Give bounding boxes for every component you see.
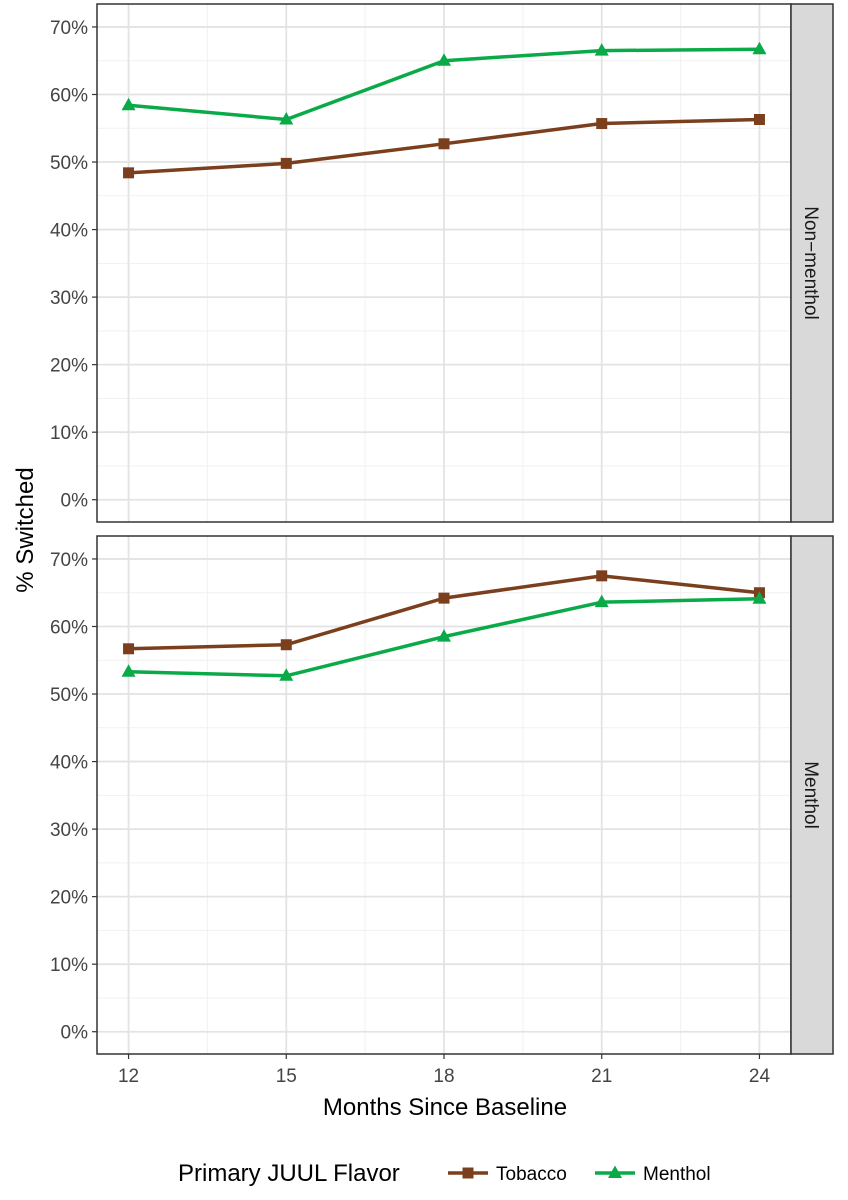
y-tick-label: 30% xyxy=(50,820,88,841)
data-point-tobacco xyxy=(123,643,135,655)
x-tick-label: 24 xyxy=(749,1066,771,1087)
data-point-tobacco xyxy=(753,113,765,125)
x-axis-title: Months Since Baseline xyxy=(323,1094,567,1121)
legend: Primary JUUL Flavor Tobacco Menthol xyxy=(178,1160,711,1187)
y-tick-label: 20% xyxy=(50,356,88,377)
legend-title: Primary JUUL Flavor xyxy=(178,1160,400,1187)
data-point-menthol xyxy=(121,97,136,111)
series-menthol xyxy=(121,591,767,681)
facet-strip-label: Non−menthol xyxy=(800,206,821,320)
data-point-tobacco xyxy=(438,592,450,604)
y-tick-label: 0% xyxy=(61,1023,89,1044)
data-point-menthol xyxy=(594,43,609,56)
x-tick-label: 12 xyxy=(118,1066,139,1087)
legend-items: Tobacco Menthol xyxy=(448,1164,711,1185)
data-point-tobacco xyxy=(123,167,135,179)
series-tobacco xyxy=(123,113,765,179)
y-tick-label: 70% xyxy=(50,550,88,571)
x-tick-label: 18 xyxy=(433,1066,454,1087)
facet-panel-1: 0% 10% 20% 30% 40% 50% 60% 70% Non−menthol xyxy=(50,3,834,523)
data-point-menthol xyxy=(594,594,609,608)
x-tick-label: 21 xyxy=(591,1066,612,1087)
x-axis: 12 15 18 21 24 xyxy=(118,1054,770,1087)
data-point-menthol xyxy=(752,591,767,604)
data-point-menthol xyxy=(279,111,294,125)
y-tick-label: 30% xyxy=(50,288,88,309)
y-tick-label: 10% xyxy=(50,423,88,444)
data-point-tobacco xyxy=(596,570,608,582)
legend-label: Tobacco xyxy=(496,1164,567,1185)
data-point-tobacco xyxy=(280,639,292,651)
data-point-menthol xyxy=(437,53,451,66)
legend-key-marker xyxy=(462,1167,474,1179)
data-point-tobacco xyxy=(438,138,450,150)
data-point-tobacco xyxy=(280,157,292,169)
data-point-menthol xyxy=(752,41,767,55)
y-tick-label: 60% xyxy=(50,85,88,106)
y-tick-label: 50% xyxy=(50,685,88,706)
facet-strip-label: Menthol xyxy=(800,761,821,829)
y-tick-label: 70% xyxy=(50,18,88,39)
legend-item-menthol: Menthol xyxy=(595,1164,711,1185)
y-tick-label: 50% xyxy=(50,153,88,174)
series-menthol xyxy=(121,41,767,125)
legend-key-marker xyxy=(608,1165,622,1178)
data-point-menthol xyxy=(279,668,294,681)
y-tick-label: 10% xyxy=(50,955,88,976)
y-tick-label: 60% xyxy=(50,617,88,638)
data-point-menthol xyxy=(437,629,451,642)
facet-panel-2: 0% 10% 20% 30% 40% 50% 60% 70% Menthol xyxy=(50,535,834,1055)
y-tick-label: 40% xyxy=(50,221,88,242)
data-point-tobacco xyxy=(596,118,608,130)
y-axis-title: % Switched xyxy=(12,467,39,592)
legend-label: Menthol xyxy=(643,1164,711,1185)
data-point-menthol xyxy=(121,664,136,677)
legend-item-tobacco: Tobacco xyxy=(448,1164,567,1185)
y-tick-label: 0% xyxy=(61,491,89,512)
x-tick-label: 15 xyxy=(276,1066,297,1087)
y-tick-label: 40% xyxy=(50,753,88,774)
facet-strip xyxy=(790,3,834,523)
facet-strip xyxy=(790,535,834,1055)
facet-panels: 0% 10% 20% 30% 40% 50% 60% 70% Non−menthol 0% 10% 2… xyxy=(50,3,834,1055)
y-tick-label: 20% xyxy=(50,888,88,909)
